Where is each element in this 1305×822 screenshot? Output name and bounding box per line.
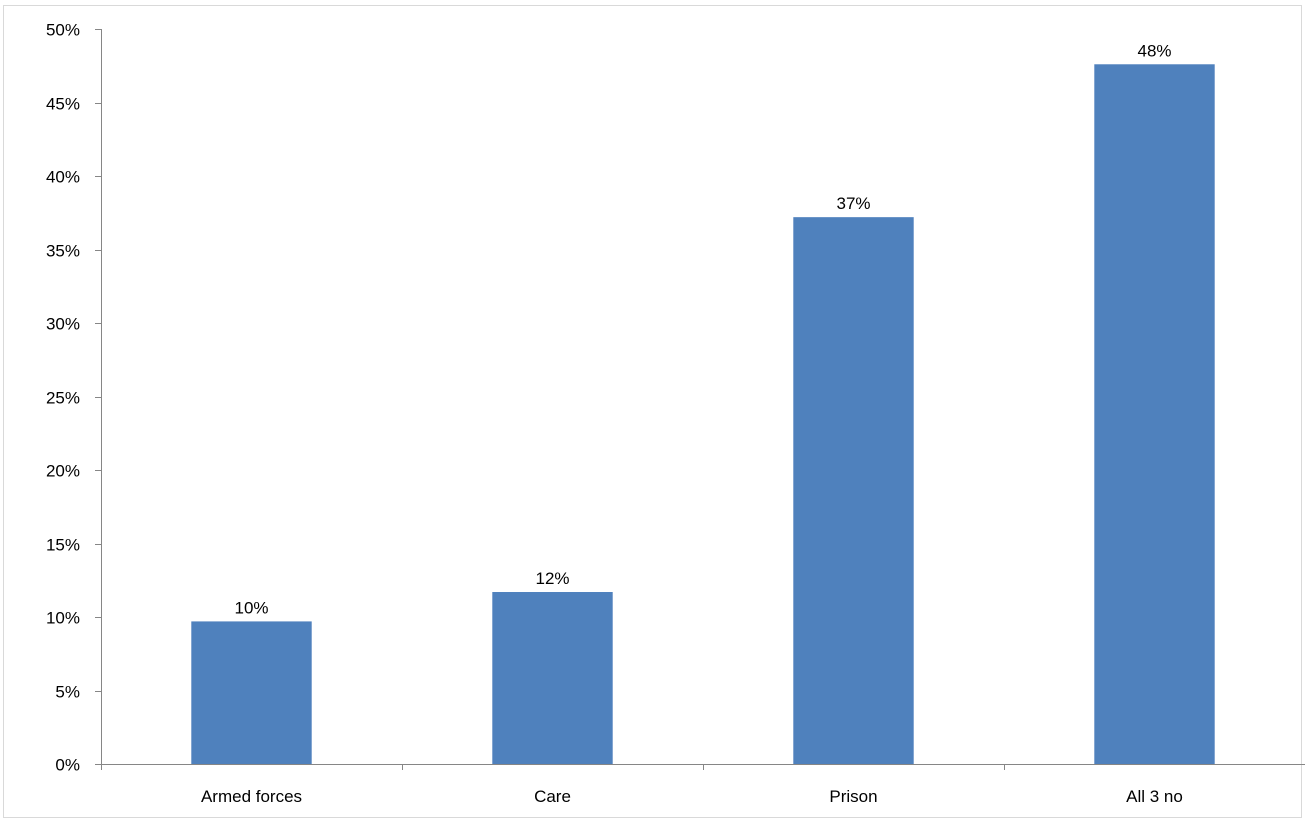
y-axis: 0% 5% 10% 15% 20% 25% 30% 35% 40% 45% 50% <box>46 21 102 775</box>
bar-data-label: 48% <box>1137 41 1171 60</box>
data-labels: 10% 12% 37% 48% <box>234 41 1171 617</box>
y-tick-label: 0% <box>55 756 80 775</box>
bar-data-label: 37% <box>836 194 870 213</box>
y-tick-label: 10% <box>46 609 80 628</box>
bar <box>191 621 312 764</box>
bar <box>492 592 613 764</box>
y-tick-label: 40% <box>46 168 80 187</box>
x-axis: Armed forces Care Prison All 3 no <box>101 764 1305 806</box>
bar <box>1094 64 1215 764</box>
y-tick-label: 35% <box>46 242 80 261</box>
y-tick-label: 45% <box>46 95 80 114</box>
bar-data-label: 10% <box>234 598 268 617</box>
y-tick-label: 50% <box>46 21 80 40</box>
x-tick-label: Armed forces <box>201 787 302 806</box>
y-tick-label: 30% <box>46 315 80 334</box>
bars <box>191 64 1215 764</box>
bar-data-label: 12% <box>535 569 569 588</box>
y-tick-label: 5% <box>55 683 80 702</box>
bar <box>793 217 914 764</box>
y-tick-label: 20% <box>46 462 80 481</box>
x-tick-label: Prison <box>829 787 877 806</box>
y-tick-label: 25% <box>46 389 80 408</box>
x-tick-label: All 3 no <box>1126 787 1183 806</box>
y-tick-label: 15% <box>46 536 80 555</box>
x-tick-label: Care <box>534 787 571 806</box>
